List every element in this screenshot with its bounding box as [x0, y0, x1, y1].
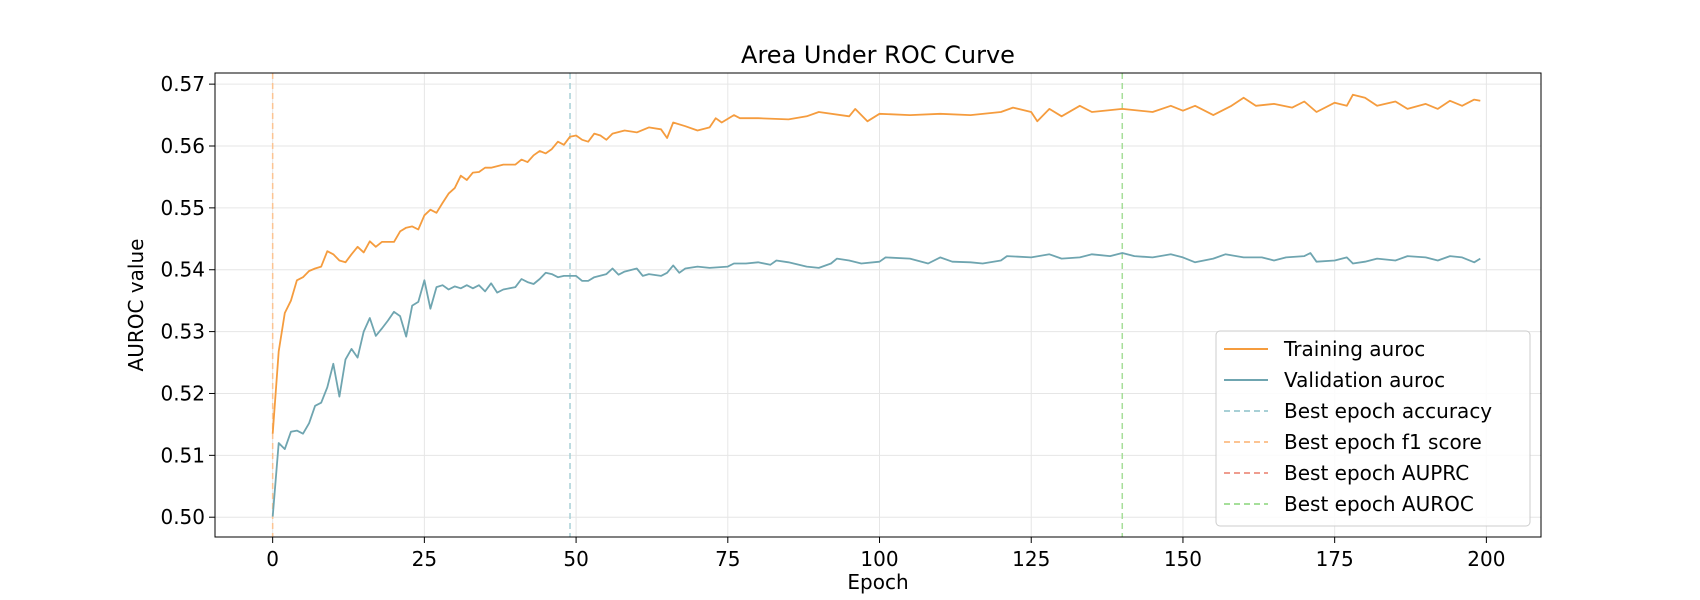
- y-tick-label: 0.56: [160, 134, 205, 158]
- legend-label: Best epoch AUPRC: [1284, 461, 1469, 485]
- legend: Training auroc Validation auroc Best epoch…: [1215, 330, 1531, 527]
- legend-label: Best epoch f1 score: [1284, 430, 1482, 454]
- x-tick-label: 175: [1316, 547, 1354, 571]
- x-tick-label: 25: [412, 547, 437, 571]
- legend-box: [1215, 330, 1531, 527]
- legend-label: Training auroc: [1283, 337, 1425, 361]
- y-axis-label: AUROC value: [124, 239, 148, 372]
- best-epoch-markers: [271, 73, 1124, 537]
- series-line: [271, 93, 1481, 434]
- y-tick-label: 0.50: [160, 505, 205, 529]
- y-tick-label: 0.52: [160, 381, 205, 405]
- legend-label: Validation auroc: [1284, 368, 1445, 392]
- y-tick-label: 0.51: [160, 443, 205, 467]
- series-lines: [271, 93, 1481, 517]
- y-tick-label: 0.54: [160, 258, 205, 282]
- plot-frame: [214, 72, 1542, 538]
- x-tick-label: 100: [860, 547, 898, 571]
- x-tick-label: 150: [1164, 547, 1202, 571]
- axis-ticks: 0 25 50 75 100 125 150 175 200 0.50 0.51 0.52 0.53 0.…: [160, 72, 1505, 571]
- x-tick-label: 200: [1467, 547, 1505, 571]
- x-tick-label: 50: [563, 547, 588, 571]
- y-tick-label: 0.57: [160, 72, 205, 96]
- legend-label: Best epoch accuracy: [1284, 399, 1492, 423]
- x-tick-label: 0: [266, 547, 279, 571]
- series-line: [271, 252, 1481, 517]
- chart-title: Area Under ROC Curve: [741, 41, 1015, 69]
- y-tick-label: 0.55: [160, 196, 205, 220]
- x-tick-label: 75: [715, 547, 740, 571]
- y-tick-label: 0.53: [160, 320, 205, 344]
- x-tick-label: 125: [1012, 547, 1050, 571]
- legend-label: Best epoch AUROC: [1284, 492, 1474, 516]
- x-axis-label: Epoch: [847, 570, 908, 594]
